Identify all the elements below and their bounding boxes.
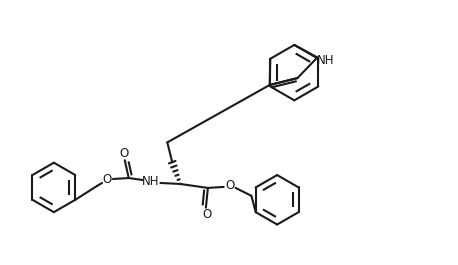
Text: O: O: [225, 179, 234, 192]
Text: O: O: [102, 174, 112, 187]
Text: O: O: [119, 147, 128, 160]
Text: NH: NH: [142, 175, 159, 188]
Text: O: O: [202, 208, 212, 221]
Text: NH: NH: [316, 54, 334, 67]
